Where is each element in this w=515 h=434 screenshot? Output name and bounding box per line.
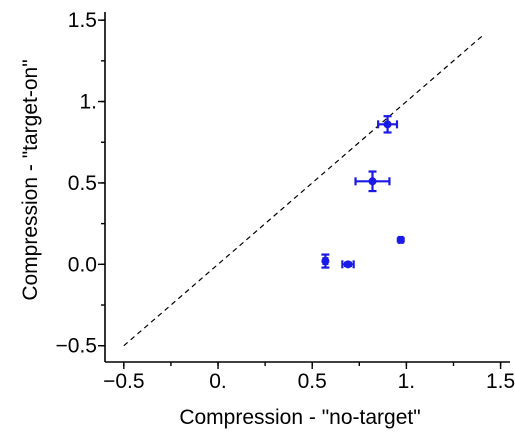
data-marker [344, 260, 352, 269]
x-tick-label: 0.5 [298, 370, 327, 393]
y-tick-label: 1. [79, 91, 97, 114]
axes [104, 12, 510, 363]
x-tick-label: −0.5 [103, 370, 144, 393]
data-marker [396, 235, 405, 244]
data-points [321, 115, 405, 269]
data-point [354, 170, 391, 193]
y-tick-label: 0.0 [68, 253, 97, 276]
data-point [341, 260, 355, 269]
data-point [377, 115, 399, 134]
x-tick-label: 1.5 [486, 370, 515, 393]
y-tick-label: −0.5 [56, 335, 97, 358]
data-marker [383, 120, 392, 129]
y-tick-label: 0.5 [68, 172, 97, 195]
x-tick-label: 0. [209, 370, 227, 393]
data-point [396, 235, 405, 244]
y-ticks: −0.5 0.0 0.5 1. 1.5 [56, 9, 105, 358]
x-ticks: −0.5 0. 0.5 1. 1.5 [103, 362, 515, 393]
x-tick-label: 1. [398, 370, 416, 393]
data-marker [321, 257, 330, 266]
identity-reference-line [123, 35, 483, 347]
x-axis-label: Compression - "no-target" [179, 406, 420, 429]
data-marker [368, 177, 377, 186]
reference-line-group [123, 35, 483, 347]
y-tick-label: 1.5 [68, 9, 97, 32]
data-point [321, 253, 330, 269]
y-axis-label: Compression - "target-on" [19, 59, 42, 300]
